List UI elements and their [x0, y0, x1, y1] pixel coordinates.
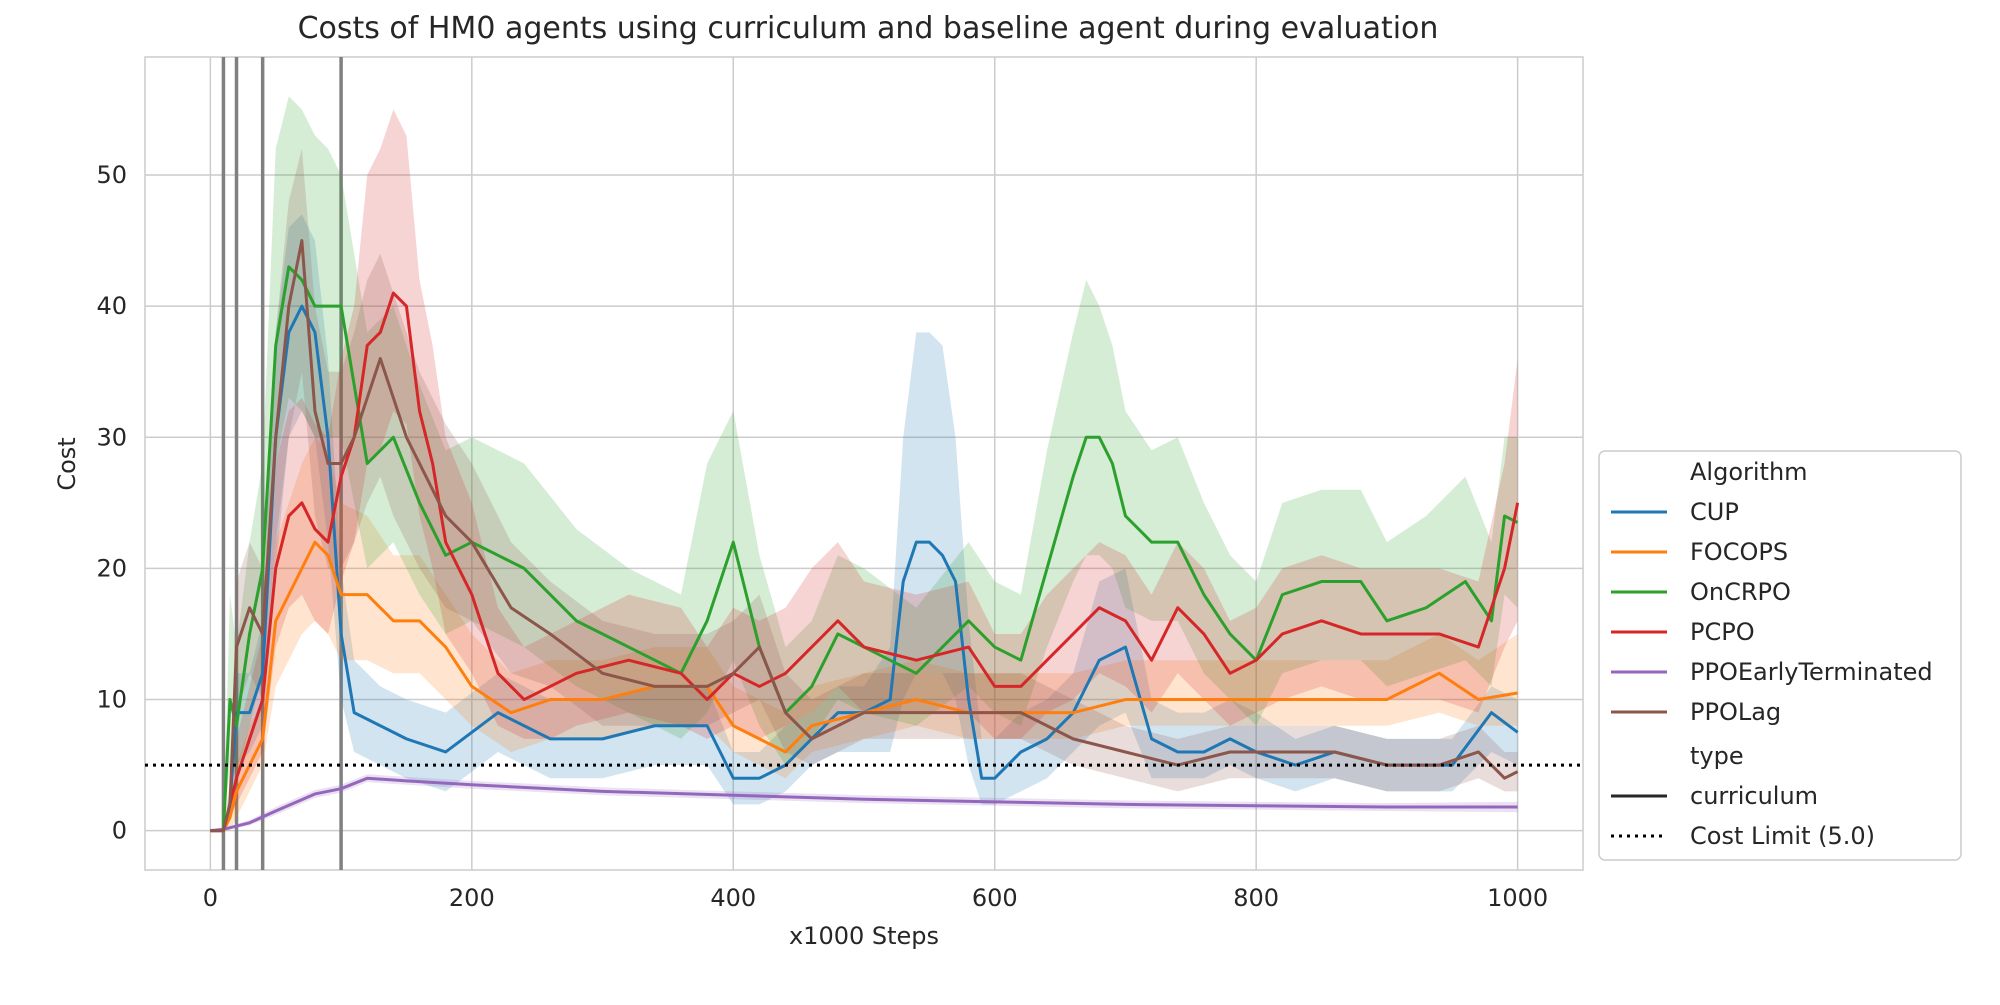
y-tick-label: 40: [96, 292, 127, 320]
plot-area: [144, 56, 1584, 871]
x-tick-label: 0: [203, 884, 218, 912]
legend-label: CUP: [1690, 498, 1739, 526]
tick-labels: 0 200 400 600 800 1000 0 10 20 30 40 50: [96, 161, 1548, 912]
legend-label: PCPO: [1690, 618, 1755, 646]
x-tick-label: 400: [710, 884, 756, 912]
legend-label: OnCRPO: [1690, 578, 1791, 606]
legend-label: PPOEarlyTerminated: [1690, 658, 1933, 686]
confidence-band: [210, 148, 1518, 831]
legend-cost-limit-label: Cost Limit (5.0): [1690, 822, 1875, 850]
series-line: [210, 776, 1518, 833]
legend-box: [1598, 450, 1962, 861]
y-tick-label: 0: [112, 817, 127, 845]
confidence-band: [210, 96, 1518, 831]
x-tick-label: 800: [1233, 884, 1279, 912]
x-axis-label: x1000 Steps: [789, 922, 939, 950]
series-line: [210, 291, 1520, 833]
series-lines: [210, 239, 1520, 833]
legend-series-entries: CUP FOCOPS OnCRPO PCPO PPOEarlyTerminated PPO…: [1611, 498, 1933, 726]
series-line: [210, 239, 1519, 833]
grid-lines: [145, 57, 1583, 870]
legend-title-type: type: [1690, 742, 1744, 770]
series-line: [210, 265, 1519, 833]
y-tick-label: 30: [96, 423, 127, 451]
y-tick-label: 50: [96, 161, 127, 189]
y-axis-label: Cost: [53, 437, 81, 490]
y-tick-label: 10: [96, 686, 127, 714]
legend-title-algorithm: Algorithm: [1690, 458, 1808, 486]
confidence-band: [210, 214, 1518, 831]
legend-label: FOCOPS: [1690, 538, 1788, 566]
x-tick-label: 1000: [1487, 884, 1548, 912]
legend-label: PPOLag: [1690, 698, 1781, 726]
confidence-band: [210, 109, 1518, 831]
x-tick-label: 600: [972, 884, 1018, 912]
chart-title: Costs of HM0 agents using curriculum and…: [298, 11, 1439, 46]
x-tick-label: 200: [449, 884, 495, 912]
legend: Algorithm CUP FOCOPS OnCRPO PCPO PPOEarlyTer…: [1598, 450, 1962, 861]
y-tick-label: 20: [96, 554, 127, 582]
series-line: [210, 540, 1518, 833]
legend-curriculum-label: curriculum: [1690, 782, 1818, 810]
